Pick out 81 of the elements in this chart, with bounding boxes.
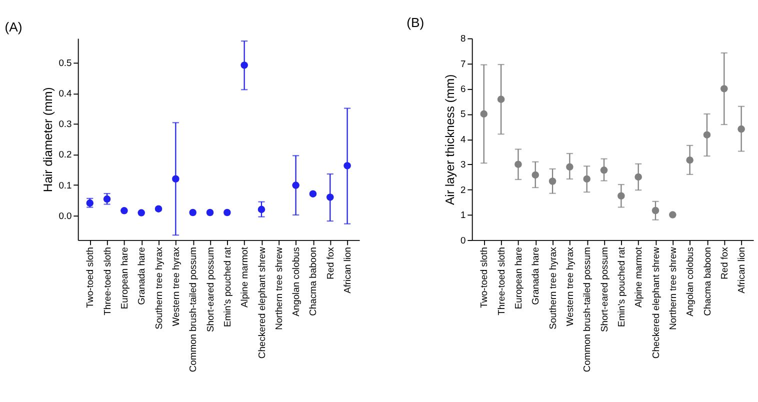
point — [138, 209, 145, 216]
x-tick-label: Western tree hyrax — [170, 246, 181, 326]
x-tick-label: Northern tree shrew — [668, 246, 678, 330]
x-tick-label: Short-eared possum — [599, 246, 610, 332]
x-tick-label: Two-toed sloth — [85, 247, 96, 308]
point — [240, 62, 248, 69]
point — [309, 190, 317, 198]
chart-title: (B) — [406, 15, 424, 30]
x-tick-label: Emin's pouched rat — [616, 246, 626, 328]
x-tick-label: Three-toed sloth — [496, 247, 506, 316]
x-tick-label: Chacma baboon — [702, 247, 712, 316]
y-tick-label: 0 — [460, 235, 466, 246]
x-tick-label: Short-eared possum — [205, 246, 216, 332]
point — [600, 166, 608, 174]
point — [103, 195, 111, 203]
y-axis-title: Hair diameter (mm) — [41, 87, 56, 192]
point — [720, 85, 728, 92]
x-tick-label: Checkered elephant shrew — [650, 246, 661, 359]
point — [583, 175, 590, 183]
x-tick-label: Northern tree shrew — [274, 246, 284, 330]
x-tick-label: Red fox — [719, 246, 730, 280]
x-tick-label: Angolan colobus — [291, 246, 302, 316]
y-tick-label: 0.5 — [58, 58, 72, 68]
point — [686, 156, 694, 164]
x-tick-label: Alpine marmot — [240, 246, 250, 308]
y-tick-label: 3 — [460, 160, 466, 170]
point — [258, 206, 266, 214]
x-tick-label: Three-toed sloth — [102, 247, 112, 316]
y-tick-label: 2 — [460, 184, 466, 195]
y-tick-label: 6 — [460, 84, 466, 94]
x-tick-label: European hare — [119, 247, 130, 310]
x-tick-label: Emin's pouched rat — [222, 246, 232, 328]
x-tick-label: Granada hare — [530, 247, 541, 305]
point — [703, 131, 711, 138]
y-tick-label: 0.1 — [58, 180, 72, 190]
y-tick-label: 0.3 — [58, 119, 72, 130]
y-tick-label: 1 — [460, 210, 466, 220]
point — [326, 194, 334, 201]
x-tick-label: Two-toed sloth — [479, 247, 490, 308]
point — [514, 160, 522, 168]
point — [224, 208, 231, 216]
x-tick-label: African lion — [342, 247, 353, 294]
point — [652, 206, 660, 214]
point — [120, 207, 128, 214]
x-tick-label: Alpine marmot — [634, 246, 644, 308]
point — [738, 125, 745, 133]
point — [532, 171, 539, 179]
point — [480, 110, 488, 118]
y-tick-label: 0.4 — [58, 88, 72, 99]
y-tick-label: 8 — [460, 34, 466, 44]
y-tick-label: 5 — [460, 109, 466, 120]
point — [497, 96, 505, 103]
x-tick-label: Angolan colobus — [685, 246, 696, 316]
point — [206, 208, 214, 216]
point — [566, 163, 574, 171]
x-tick-label: African lion — [736, 247, 747, 294]
point — [634, 173, 642, 181]
x-tick-label: Common brush-tailed possum — [582, 246, 592, 372]
point — [172, 175, 180, 183]
x-tick-label: European hare — [513, 247, 524, 310]
y-tick-label: 0.2 — [58, 150, 72, 160]
x-tick-label: Southern tree hyrax — [548, 246, 558, 330]
point — [292, 182, 300, 189]
y-axis-title: Air layer thickness (mm) — [442, 74, 457, 205]
y-tick-label: 4 — [460, 134, 466, 144]
x-tick-label: Checkered elephant shrew — [256, 246, 267, 359]
y-tick-label: 0.0 — [58, 210, 72, 221]
x-tick-label: Granada hare — [136, 247, 147, 305]
x-tick-label: Common brush-tailed possum — [188, 246, 198, 372]
x-tick-label: Chacma baboon — [308, 247, 318, 316]
point — [669, 211, 676, 218]
point — [154, 205, 162, 212]
x-tick-label: Red fox — [325, 246, 336, 280]
chart-title: (A) — [4, 20, 22, 35]
point — [618, 192, 625, 200]
point — [189, 208, 196, 216]
x-tick-label: Western tree hyrax — [564, 246, 575, 326]
point — [344, 162, 351, 170]
x-tick-label: Southern tree hyrax — [154, 246, 164, 330]
y-tick-label: 7 — [460, 58, 466, 69]
point — [548, 178, 556, 185]
